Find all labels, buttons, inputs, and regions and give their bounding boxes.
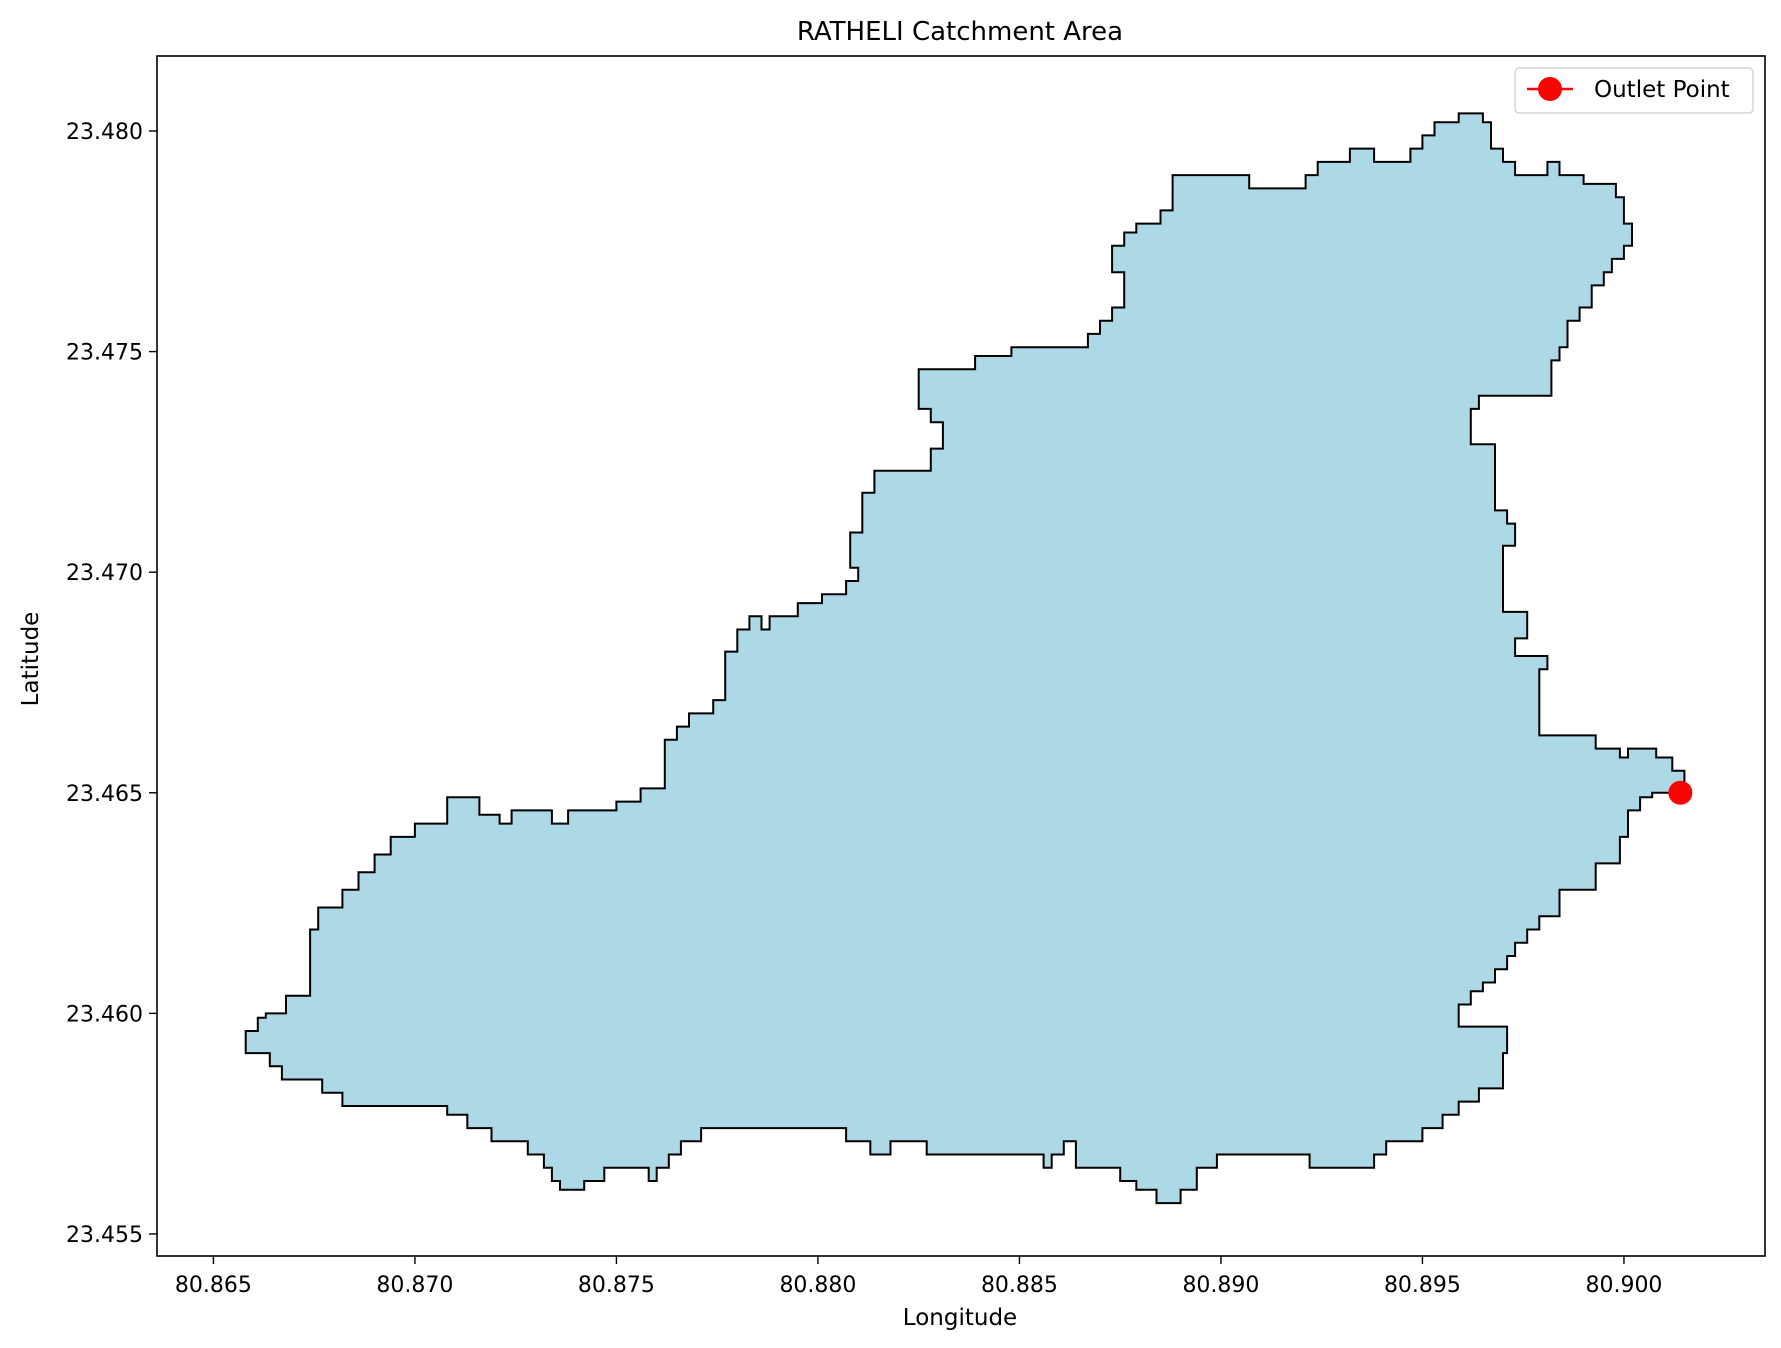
y-tick-label: 23.470 xyxy=(66,561,143,586)
x-tick-label: 80.885 xyxy=(981,1273,1058,1298)
catchment-polygon xyxy=(244,112,1686,1205)
x-tick-label: 80.890 xyxy=(1182,1273,1259,1298)
plot-area xyxy=(244,112,1693,1205)
x-tick-label: 80.900 xyxy=(1585,1273,1662,1298)
x-tick-label: 80.880 xyxy=(779,1273,856,1298)
y-tick-label: 23.455 xyxy=(66,1223,143,1248)
y-tick-label: 23.475 xyxy=(66,341,143,366)
chart-title: RATHELI Catchment Area xyxy=(797,17,1123,47)
x-tick-label: 80.875 xyxy=(578,1273,655,1298)
plot-frame xyxy=(156,55,1766,1257)
legend-box xyxy=(1514,67,1754,114)
x-tick-label: 80.865 xyxy=(175,1273,252,1298)
legend-marker xyxy=(1538,77,1562,101)
x-tick-label: 80.895 xyxy=(1384,1273,1461,1298)
legend-label: Outlet Point xyxy=(1594,77,1730,103)
x-axis-label: Longitude xyxy=(903,1305,1017,1331)
y-tick-label: 23.460 xyxy=(66,1002,143,1027)
outlet-point-marker xyxy=(1668,780,1693,805)
y-axis-label: Latitude xyxy=(18,612,44,707)
y-axis: 23.455 23.460 23.465 23.470 23.475 23.480 xyxy=(66,120,157,1248)
y-tick-label: 23.480 xyxy=(66,120,143,145)
y-tick-label: 23.465 xyxy=(66,782,143,807)
x-axis: 80.865 80.870 80.875 80.880 80.885 80.890 80.8… xyxy=(175,1256,1662,1298)
x-tick-label: 80.870 xyxy=(376,1273,453,1298)
legend: Outlet Point xyxy=(1514,67,1754,114)
